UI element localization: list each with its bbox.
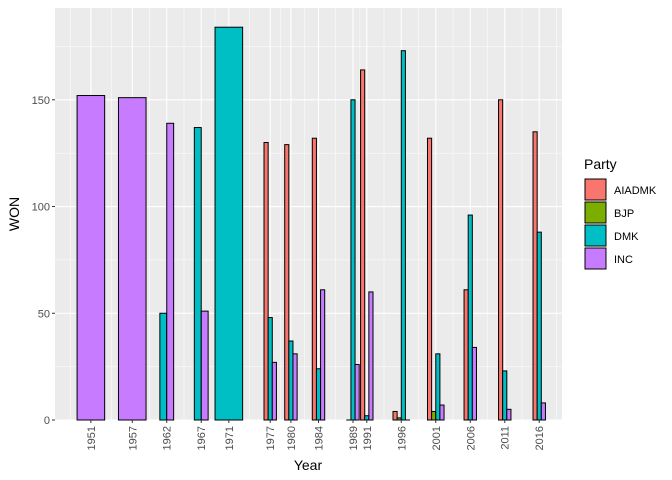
legend-label-dmk: DMK xyxy=(614,231,639,243)
bar-dmk-1967 xyxy=(193,127,202,421)
bar-inc-2006 xyxy=(471,346,477,421)
bar-aiadmk-2006 xyxy=(463,289,469,421)
bars xyxy=(76,26,546,421)
bar-dmk-1977 xyxy=(267,317,273,421)
x-tick-label: 1989 xyxy=(348,426,360,450)
x-tick-label: 1962 xyxy=(162,426,174,450)
bar-dmk-1971 xyxy=(214,26,244,421)
bar-aiadmk-2016 xyxy=(532,131,538,421)
x-tick-label: 1951 xyxy=(86,426,98,450)
x-tick-label: 2016 xyxy=(534,426,546,450)
bar-inc-2011 xyxy=(506,408,512,421)
legend-title: Party xyxy=(584,156,617,172)
y-axis-title: WON xyxy=(6,197,22,231)
bar-inc-2001 xyxy=(439,404,445,421)
bar-dmk-1984 xyxy=(315,368,322,421)
x-tick-label: 1971 xyxy=(224,426,236,450)
bar-aiadmk-1991 xyxy=(360,69,366,421)
y-tick-label: 150 xyxy=(32,95,50,107)
bar-inc-1980 xyxy=(292,353,298,421)
legend-key-aiadmk xyxy=(584,178,607,201)
x-tick-label: 2011 xyxy=(500,426,512,450)
bar-aiadmk-1984 xyxy=(311,137,317,421)
x-tick-label: 1996 xyxy=(396,426,408,450)
y-tick-label: 50 xyxy=(38,308,50,320)
bar-dmk-2006 xyxy=(467,214,473,421)
bar-aiadmk-1980 xyxy=(284,144,290,421)
legend-label-aiadmk: AIADMK xyxy=(614,185,657,197)
bar-inc-2016 xyxy=(540,402,546,421)
bar-dmk-2001 xyxy=(435,353,441,421)
bar-dmk-1991 xyxy=(364,415,370,421)
x-axis-title: Year xyxy=(294,457,323,473)
bar-inc-1991 xyxy=(368,291,374,421)
bar-inc-1967 xyxy=(200,310,209,421)
bar-aiadmk-2001 xyxy=(426,137,433,421)
bar-inc-1989 xyxy=(354,363,360,421)
x-tick-label: 2001 xyxy=(431,426,443,450)
bar-dmk-1989 xyxy=(350,99,356,421)
legend-key-dmk xyxy=(584,224,607,247)
x-tick-label: 1967 xyxy=(196,426,208,450)
x-tick-label: 1957 xyxy=(127,426,139,450)
y-tick-label: 0 xyxy=(44,415,50,427)
bar-aiadmk-1996 xyxy=(392,410,398,421)
legend-label-bjp: BJP xyxy=(614,208,634,220)
bar-dmk-1980 xyxy=(288,340,294,421)
bar-inc-1962 xyxy=(166,122,175,421)
legend-label-inc: INC xyxy=(614,254,633,266)
axes: 0 50 100 150 1951 1957 1962 1967 1971 1977 1980 198… xyxy=(32,95,547,451)
bar-inc-1977 xyxy=(271,361,277,421)
bar-aiadmk-1977 xyxy=(263,141,269,421)
x-tick-label: 1977 xyxy=(265,426,277,450)
bar-bjp-1996 xyxy=(396,417,402,421)
legend-key-inc xyxy=(584,247,607,270)
x-tick-label: 1984 xyxy=(314,426,326,450)
legend-key-bjp xyxy=(584,201,607,224)
bar-inc-1951 xyxy=(76,95,106,421)
bar-dmk-2011 xyxy=(502,370,508,421)
bar-inc-1984 xyxy=(320,289,326,421)
x-tick-label: 2006 xyxy=(465,426,477,450)
x-tick-label: 1991 xyxy=(362,426,374,450)
bar-inc-1957 xyxy=(117,97,147,421)
bar-dmk-1996 xyxy=(400,50,406,421)
y-tick-label: 100 xyxy=(32,202,50,214)
bar-bjp-2001 xyxy=(431,410,437,421)
bar-dmk-2016 xyxy=(536,231,542,421)
x-tick-label: 1980 xyxy=(286,426,298,450)
bar-aiadmk-2011 xyxy=(498,99,504,421)
bar-dmk-1962 xyxy=(159,312,168,421)
legend: Party AIADMK BJP DMK INC xyxy=(584,156,657,270)
